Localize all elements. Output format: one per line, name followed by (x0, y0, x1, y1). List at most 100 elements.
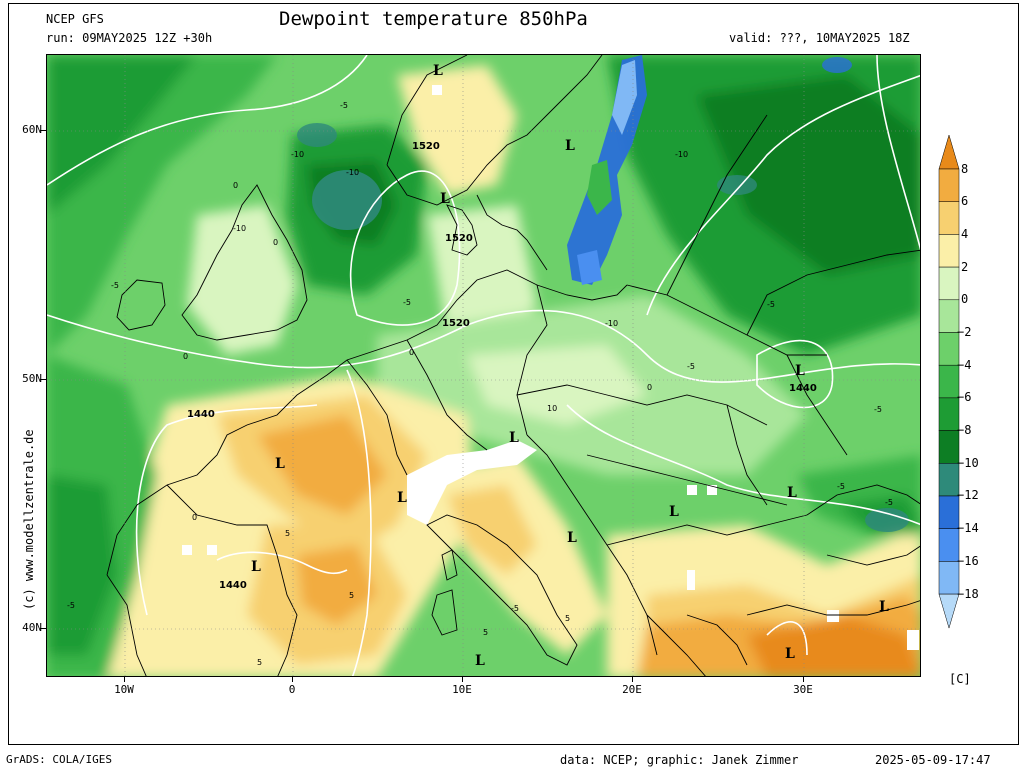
data-credit: data: NCEP; graphic: Janek Zimmer (560, 753, 799, 767)
colorbar-label: −8 (957, 423, 972, 437)
run-info: run: 09MAY2025 12Z +30h (46, 31, 213, 45)
dewpoint-value-label: 0 (192, 513, 197, 522)
low-pressure-marker: L (251, 559, 261, 575)
dewpoint-value-label: 0 (409, 348, 414, 357)
low-pressure-marker: L (440, 191, 450, 207)
low-pressure-marker: L (275, 456, 285, 472)
colorbar (938, 135, 960, 629)
colorbar-label: −10 (957, 456, 979, 470)
geopotential-label: 1520 (445, 233, 473, 244)
dewpoint-value-label: 5 (257, 658, 262, 667)
dewpoint-value-label: 5 (483, 628, 488, 637)
colorbar-segment (938, 332, 960, 366)
lon-label-0: 0 (288, 683, 296, 696)
low-pressure-marker: L (565, 138, 575, 154)
dewpoint-value-label: -5 (111, 281, 119, 290)
dewpoint-value-label: -5 (403, 298, 411, 307)
dewpoint-value-label: -10 (605, 319, 618, 328)
colorbar-segment (938, 201, 960, 235)
low-pressure-marker: L (567, 530, 577, 546)
colorbar-label: −2 (957, 325, 972, 339)
lon-tick (292, 677, 293, 682)
software-credit: GrADS: COLA/IGES (6, 753, 112, 766)
low-pressure-marker: L (509, 430, 519, 446)
low-pressure-marker: L (795, 363, 805, 379)
colorbar-segment (938, 397, 960, 431)
colorbar-segment (938, 364, 960, 399)
low-pressure-marker: L (787, 485, 797, 501)
colorbar-segment (938, 463, 960, 497)
dewpoint-value-label: -10 (675, 150, 688, 159)
geopotential-label: 1520 (442, 318, 470, 329)
dewpoint-value-label: 5 (285, 529, 290, 538)
colorbar-label: −16 (957, 554, 979, 568)
dewpoint-value-label: 0 (233, 181, 238, 190)
lat-label-40n: 40N (22, 621, 42, 634)
geopotential-label: 1440 (789, 383, 817, 394)
colorbar-segment (938, 168, 960, 202)
lat-tick (40, 628, 46, 629)
geopotential-label: 1440 (219, 580, 247, 591)
dewpoint-value-labels: -5 -10 -10 -5 0 -10 0 -5 -5 0 0 -10 -10 … (67, 101, 893, 667)
dewpoint-value-label: -5 (67, 601, 75, 610)
colorbar-label: 4 (961, 227, 969, 241)
low-pressure-marker: L (879, 599, 889, 615)
colorbar-segment (938, 561, 960, 595)
watermark-text: (c) www.modellzentrale.de (22, 429, 36, 610)
lat-tick (40, 130, 46, 131)
colorbar-segment (938, 528, 960, 562)
dewpoint-value-label: 5 (565, 614, 570, 623)
colorbar-segment (938, 234, 960, 268)
low-pressure-marker: L (397, 490, 407, 506)
dewpoint-value-label: -10 (346, 168, 359, 177)
dewpoint-value-label: 0 (273, 238, 278, 247)
colorbar-label: 2 (961, 260, 969, 274)
dewpoint-map: 1520 1520 1520 1440 1440 1440 L L L L L … (46, 54, 921, 677)
colorbar-label: −14 (957, 521, 979, 535)
geopotential-label: 1520 (412, 141, 440, 152)
colorbar-label: 8 (961, 162, 969, 176)
dewpoint-value-label: -5 (885, 498, 893, 507)
lon-label-10e: 10E (452, 683, 472, 696)
dewpoint-value-label: -5 (340, 101, 348, 110)
low-pressure-marker: L (475, 653, 485, 669)
lon-label-30e: 30E (793, 683, 813, 696)
dewpoint-value-label: -10 (233, 224, 246, 233)
valid-time: valid: ???, 10MAY2025 18Z (729, 31, 910, 45)
geopotential-labels: 1520 1520 1520 1440 1440 1440 (187, 141, 817, 591)
dewpoint-value-label: 5 (349, 591, 354, 600)
colorbar-segment (938, 135, 960, 170)
colorbar-segment (938, 430, 960, 464)
low-pressure-marker: L (785, 646, 795, 662)
low-pressure-marker: L (669, 504, 679, 520)
dewpoint-value-label: 0 (183, 352, 188, 361)
lat-tick (40, 379, 46, 380)
colorbar-unit: [C] (949, 672, 971, 686)
lat-label-60n: 60N (22, 123, 42, 136)
model-name: NCEP GFS (46, 12, 104, 26)
colorbar-segment (938, 266, 960, 301)
dewpoint-value-label: -5 (874, 405, 882, 414)
dewpoint-value-label: -5 (837, 482, 845, 491)
colorbar-segment (938, 495, 960, 529)
lon-tick (632, 677, 633, 682)
dewpoint-value-label: -10 (291, 150, 304, 159)
dewpoint-value-label: -5 (767, 300, 775, 309)
colorbar-label: 6 (961, 194, 969, 208)
low-pressure-labels: L L L L L L L L L L L L L L (251, 63, 889, 669)
colorbar-label: −12 (957, 488, 979, 502)
dewpoint-value-label: 10 (547, 404, 557, 413)
timestamp: 2025-05-09-17:47 (875, 753, 991, 767)
geopotential-label: 1440 (187, 409, 215, 420)
dewpoint-value-label: 0 (647, 383, 652, 392)
lon-tick (124, 677, 125, 682)
colorbar-segment (938, 299, 960, 333)
map-title: Dewpoint temperature 850hPa (279, 8, 588, 30)
colorbar-label: −18 (957, 587, 979, 601)
lon-label-10w: 10W (114, 683, 134, 696)
colorbar-label: 0 (961, 292, 969, 306)
lon-tick (803, 677, 804, 682)
dewpoint-value-label: -5 (511, 604, 519, 613)
plot-frame (8, 3, 1019, 745)
lat-label-50n: 50N (22, 372, 42, 385)
